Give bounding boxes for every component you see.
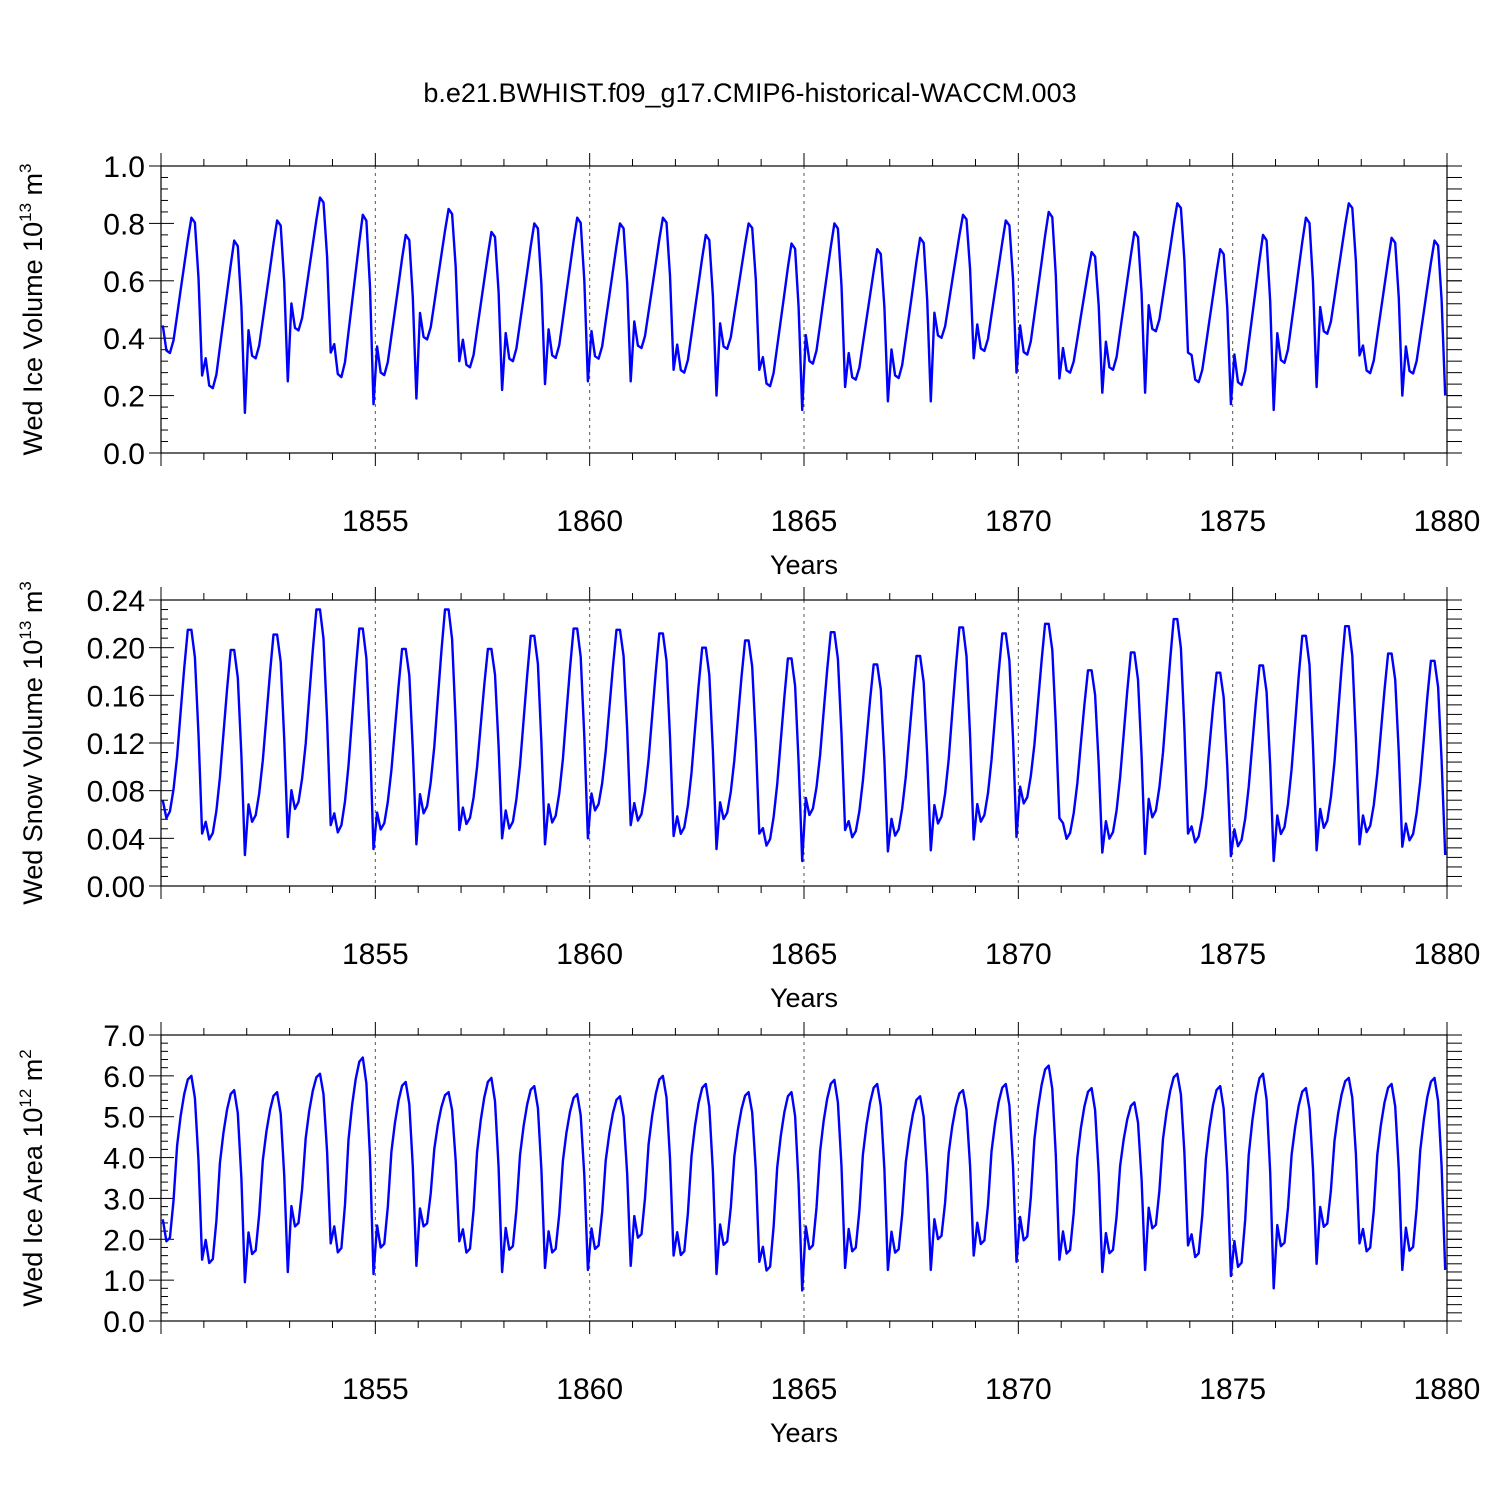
y-axis-label: Wed Ice Volume 1013 m3: [16, 163, 48, 455]
y-tick-label: 1.0: [103, 1265, 145, 1298]
y-tick-label: 0.12: [87, 728, 145, 761]
y-tick-label: 3.0: [103, 1183, 145, 1216]
y-axis-label-unit-exponent: 3: [16, 581, 35, 590]
y-tick-label: 0.00: [87, 871, 145, 904]
x-tick-label: 1880: [1414, 1373, 1481, 1406]
series-line-wed-ice-volume: [161, 196, 1447, 414]
y-axis-label-exponent: 12: [16, 1089, 35, 1108]
x-axis-label: Years: [770, 983, 838, 1013]
y-tick-label: 7.0: [103, 1020, 145, 1053]
y-axis-label-unit: m: [18, 1059, 48, 1089]
y-axis-label-unit-exponent: 3: [16, 163, 35, 172]
figure-title: b.e21.BWHIST.f09_g17.CMIP6-historical-WA…: [423, 78, 1076, 108]
x-tick-label: 1865: [771, 1373, 838, 1406]
y-tick-label: 0.0: [103, 1306, 145, 1339]
y-axis-label-unit: m: [18, 591, 48, 621]
y-axis-label: Wed Ice Area 1012 m2: [16, 1049, 48, 1307]
x-tick-label: 1860: [556, 505, 623, 538]
y-tick-label: 0.20: [87, 633, 145, 666]
x-tick-label: 1880: [1414, 938, 1481, 971]
y-tick-label: 6.0: [103, 1061, 145, 1094]
x-tick-label: 1880: [1414, 505, 1481, 538]
y-axis-label-exponent: 13: [16, 621, 35, 640]
y-axis-label-unit: m: [18, 173, 48, 203]
x-tick-label: 1865: [771, 938, 838, 971]
y-tick-label: 0.24: [87, 585, 145, 618]
y-tick-label: 0.04: [87, 823, 145, 856]
x-tick-label: 1860: [556, 1373, 623, 1406]
x-tick-label: 1870: [985, 1373, 1052, 1406]
x-tick-label: 1865: [771, 505, 838, 538]
chart-panel-1: 0.0 0.2 0.4 0.6 0.8 1.0 1855 1860 1865 1870 1875 18…: [16, 151, 1480, 580]
chart-panel-2: 0.00 0.04 0.08 0.12 0.16 0.20 0.24 1855 1860 1865…: [16, 581, 1480, 1013]
y-tick-label: 0.08: [87, 776, 145, 809]
plot-frame: [160, 165, 1448, 454]
y-tick-label: 0.4: [103, 323, 145, 356]
x-tick-label: 1875: [1199, 1373, 1266, 1406]
panels: 0.0 0.2 0.4 0.6 0.8 1.0 1855 1860 1865 1870 1875 18…: [16, 151, 1480, 1448]
y-tick-label: 2.0: [103, 1224, 145, 1257]
x-axis-label: Years: [770, 1418, 838, 1448]
x-tick-label: 1875: [1199, 505, 1266, 538]
plot-frame: [160, 599, 1448, 887]
x-tick-label: 1870: [985, 505, 1052, 538]
y-axis-label-unit-exponent: 2: [16, 1049, 35, 1058]
x-tick-label: 1870: [985, 938, 1052, 971]
y-axis-label-exponent: 13: [16, 203, 35, 222]
x-axis-label: Years: [770, 550, 838, 580]
chart-panel-3: 0.0 1.0 2.0 3.0 4.0 5.0 6.0 7.0 1855 1860 1865 1870…: [16, 1020, 1480, 1448]
y-axis-label-text: Wed Ice Volume 10: [18, 222, 48, 456]
y-axis-label: Wed Snow Volume 1013 m3: [16, 581, 48, 905]
plot-frame: [160, 1034, 1448, 1322]
series-line-wed-snow-volume: [161, 608, 1447, 863]
y-tick-label: 0.6: [103, 266, 145, 299]
x-tick-label: 1855: [342, 1373, 409, 1406]
x-tick-label: 1875: [1199, 938, 1266, 971]
y-axis-label-text: Wed Snow Volume 10: [18, 640, 48, 905]
y-tick-label: 0.16: [87, 680, 145, 713]
series-line-wed-ice-area: [161, 1056, 1447, 1292]
y-tick-label: 4.0: [103, 1143, 145, 1176]
y-tick-label: 0.2: [103, 381, 145, 414]
y-tick-label: 0.0: [103, 438, 145, 471]
y-tick-label: 0.8: [103, 208, 145, 241]
y-tick-label: 1.0: [103, 151, 145, 184]
y-tick-label: 5.0: [103, 1102, 145, 1135]
x-tick-label: 1855: [342, 938, 409, 971]
y-axis-label-text: Wed Ice Area 10: [18, 1108, 48, 1307]
x-tick-label: 1855: [342, 505, 409, 538]
x-tick-label: 1860: [556, 938, 623, 971]
